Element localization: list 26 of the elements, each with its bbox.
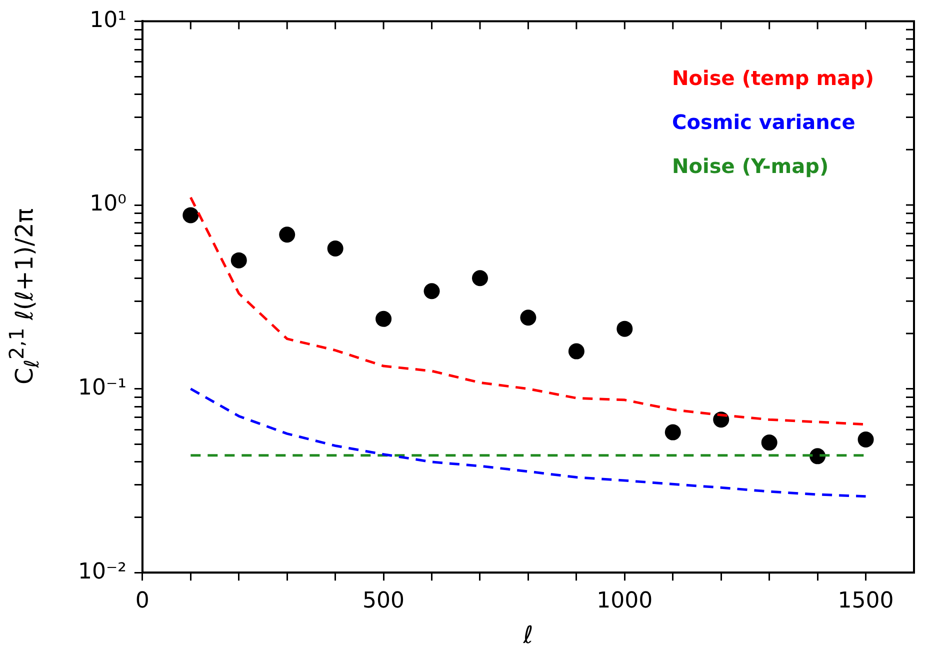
x-tick-label: 1500: [838, 588, 894, 614]
y-tick-label: 10⁰: [90, 192, 127, 217]
point: [520, 310, 536, 326]
point: [858, 431, 874, 448]
y-tick-label: 10⁻¹: [78, 376, 126, 401]
point: [761, 434, 778, 451]
x-tick-label: 0: [135, 588, 150, 614]
x-tick-label: 1000: [596, 588, 653, 614]
point: [472, 270, 488, 286]
point: [424, 283, 440, 300]
y-tick-label: 10⁻²: [78, 559, 126, 584]
point: [376, 310, 392, 327]
text: Noise (temp map): [672, 66, 874, 90]
line-series: [189, 388, 868, 498]
y-tick-label: 10¹: [90, 8, 126, 33]
point: [568, 343, 584, 360]
x-tick-label: 500: [362, 588, 405, 614]
point: [230, 252, 247, 268]
x-axis-title: ℓ: [523, 620, 534, 649]
point: [616, 320, 633, 337]
point: [279, 226, 296, 243]
point: [664, 424, 681, 440]
point: [327, 240, 344, 256]
point: [182, 207, 199, 224]
text: Cosmic variance: [672, 110, 856, 134]
text: Noise (Y-map): [672, 154, 830, 178]
